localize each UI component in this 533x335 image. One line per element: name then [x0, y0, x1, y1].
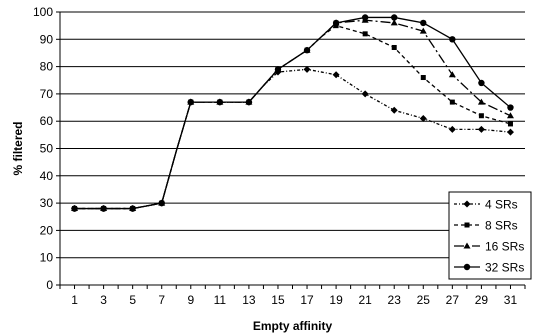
- y-tick-label-90: 90: [40, 32, 54, 46]
- x-tick-label-25: 25: [417, 293, 431, 307]
- data-point: [245, 98, 253, 106]
- x-tick-label-1: 1: [71, 293, 78, 307]
- x-tick-label-5: 5: [129, 293, 136, 307]
- y-tick-label-50: 50: [40, 142, 54, 156]
- data-point: [507, 104, 514, 111]
- legend-label: 32 SRs: [485, 261, 524, 275]
- data-point: [419, 27, 427, 34]
- data-point: [362, 31, 368, 37]
- y-tick-label-80: 80: [40, 60, 54, 74]
- data-point: [478, 113, 484, 119]
- data-point: [391, 14, 398, 21]
- data-point: [506, 128, 514, 136]
- data-point: [507, 121, 513, 127]
- legend-entry-32-srs: 32 SRs: [454, 261, 524, 275]
- series-group: [71, 14, 514, 213]
- x-tick-label-13: 13: [242, 293, 256, 307]
- y-tick-label-70: 70: [40, 87, 54, 101]
- data-point: [420, 75, 426, 81]
- legend-label: 8 SRs: [485, 219, 518, 233]
- series-line: [74, 68, 511, 210]
- x-tick-label-15: 15: [271, 293, 285, 307]
- x-tick-label-11: 11: [214, 293, 227, 307]
- data-point: [449, 99, 455, 105]
- y-tick-label-60: 60: [40, 114, 54, 128]
- series-16-srs: [71, 16, 514, 212]
- axes: [56, 11, 526, 289]
- legend-entry-4-srs: 4 SRs: [454, 198, 518, 212]
- series-4-srs: [71, 65, 514, 213]
- data-point: [506, 112, 514, 119]
- legend-label: 4 SRs: [485, 198, 518, 212]
- data-point: [477, 125, 485, 133]
- data-point: [303, 47, 311, 54]
- x-tick-label-29: 29: [475, 293, 489, 307]
- series-line: [74, 16, 511, 210]
- data-point: [71, 205, 78, 212]
- y-axis-title: % filtered: [11, 121, 25, 175]
- legend-entry-8-srs: 8 SRs: [454, 219, 518, 233]
- grid: [60, 11, 525, 286]
- series-32-srs: [71, 14, 514, 212]
- data-point: [478, 79, 485, 87]
- data-point: [391, 44, 397, 50]
- x-tick-label-7: 7: [158, 293, 165, 307]
- x-tick-label-31: 31: [504, 293, 518, 307]
- data-point: [448, 125, 456, 133]
- legend-entry-16-srs: 16 SRs: [454, 240, 524, 254]
- y-tick-label-100: 100: [33, 5, 53, 19]
- data-point: [303, 65, 311, 73]
- data-point: [477, 98, 485, 105]
- x-tick-label-27: 27: [446, 293, 460, 307]
- x-tick-label-17: 17: [300, 293, 314, 307]
- data-point: [420, 19, 427, 27]
- x-axis-title: Empty affinity: [253, 319, 333, 333]
- data-point: [361, 14, 369, 21]
- y-tick-label-0: 0: [46, 278, 53, 292]
- data-point: [419, 114, 427, 122]
- series-line: [74, 24, 511, 210]
- legend-marker: [463, 263, 471, 271]
- series-line: [74, 19, 511, 210]
- data-point: [449, 36, 456, 43]
- x-tick-label-3: 3: [100, 293, 107, 307]
- data-point: [332, 19, 340, 27]
- y-tick-label-30: 30: [40, 196, 54, 210]
- x-tick-label-21: 21: [358, 293, 372, 307]
- data-point: [361, 90, 369, 98]
- legend-box: [448, 191, 532, 280]
- data-point: [129, 205, 136, 212]
- y-tick-label-10: 10: [40, 251, 54, 265]
- data-point: [448, 71, 456, 78]
- data-point: [390, 19, 398, 26]
- x-tick-label-19: 19: [329, 293, 343, 307]
- data-point: [390, 106, 398, 114]
- series-8-srs: [72, 23, 513, 212]
- data-point: [332, 71, 340, 79]
- data-point: [274, 66, 282, 73]
- legend: 4 SRs 8 SRs 16 SRs 32 SRs: [448, 191, 532, 280]
- data-point: [187, 98, 194, 106]
- legend-marker: [464, 222, 470, 228]
- y-tick-label-40: 40: [40, 169, 54, 183]
- x-tick-label-9: 9: [187, 293, 194, 307]
- data-point: [158, 199, 165, 207]
- data-point: [100, 205, 107, 212]
- legend-marker: [463, 242, 471, 249]
- y-tick-label-20: 20: [40, 223, 54, 237]
- legend-marker: [463, 200, 471, 208]
- legend-label: 16 SRs: [485, 240, 524, 254]
- x-tick-label-23: 23: [388, 293, 402, 307]
- data-point: [216, 98, 224, 106]
